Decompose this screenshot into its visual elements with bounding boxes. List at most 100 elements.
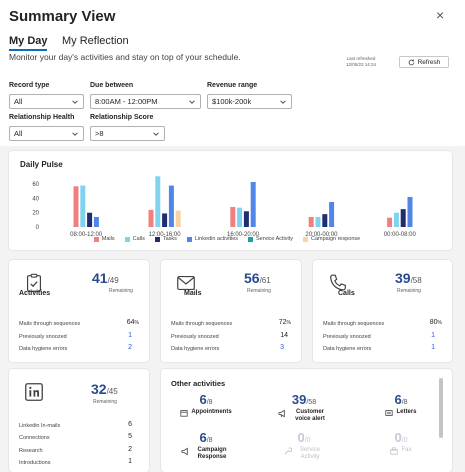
bar-linkedin-activities[interactable] (168, 185, 174, 227)
calls-row-value[interactable]: 1 (431, 332, 435, 339)
bar-calls[interactable] (237, 207, 243, 227)
linkedin-row-value: 5 (128, 433, 132, 440)
due-between-select[interactable]: 8:00AM - 12:00PM (90, 94, 201, 109)
relationship-score-value: >8 (95, 129, 104, 138)
activities-row-value[interactable]: 1 (128, 332, 132, 339)
megaphone-icon (278, 409, 285, 418)
legend-label: Linkedin activities (194, 236, 239, 242)
letters-item[interactable]: 6/8 Letters (366, 391, 436, 417)
tab-my-reflection[interactable]: My Reflection (62, 35, 129, 47)
mails-row-label: Data hygiene errors (171, 346, 220, 352)
linkedin-row-label: Introductions (19, 460, 51, 466)
calls-row-value: 80% (429, 319, 442, 326)
chart-title: Daily Pulse (20, 160, 63, 169)
mails-remaining-label: Remaining (247, 288, 271, 294)
letters-label: Letters (396, 409, 417, 415)
calls-remaining-count: 39 (395, 270, 411, 286)
linkedin-count: 32/45 (91, 381, 118, 399)
legend-label: Mails (101, 236, 115, 242)
mails-card[interactable]: Mails 56/61 Remaining Mails through sequ… (161, 260, 301, 362)
service-activity-item[interactable]: 0/0 Service Activity (264, 429, 344, 460)
appointments-label: Appointments (191, 409, 232, 415)
bar-campaign-response[interactable] (175, 210, 181, 227)
relationship-health-select[interactable]: All (9, 126, 84, 141)
calls-total: /58 (410, 276, 422, 285)
legend-item[interactable]: Campaign response (303, 236, 360, 242)
legend-swatch (124, 236, 130, 242)
bar-mails[interactable] (148, 209, 154, 227)
bar-calls[interactable] (315, 217, 321, 227)
customer-voice-alert-item[interactable]: 39/58 Customer voice alert (264, 391, 344, 422)
relationship-health-label: Relationship Health (9, 114, 75, 121)
legend-label: Service Activity (256, 236, 293, 242)
bar-linkedin-activities[interactable] (250, 182, 256, 227)
relationship-score-select[interactable]: >8 (90, 126, 165, 141)
wrench-icon (284, 447, 292, 455)
activities-row-value: 64% (126, 319, 139, 326)
legend-item[interactable]: Calls (124, 236, 145, 242)
service-activity-label: Service Activity (299, 447, 320, 460)
bar-tasks[interactable] (400, 209, 406, 227)
refresh-icon (408, 59, 414, 65)
legend-swatch (303, 236, 308, 242)
tab-my-day[interactable]: My Day (9, 35, 48, 47)
active-tab-indicator (9, 49, 47, 51)
legend-item[interactable]: Mails (93, 236, 115, 242)
bar-mails[interactable] (387, 217, 393, 227)
legend-item[interactable]: Linkedin activities (186, 236, 239, 242)
scrollbar-thumb[interactable] (439, 378, 443, 438)
bar-linkedin-activities[interactable] (329, 202, 335, 227)
linkedin-row-value: 1 (128, 458, 132, 465)
calls-label: Calls (338, 290, 355, 297)
activities-card[interactable]: Activities 41/49 Remaining Mails through… (9, 260, 149, 362)
legend-label: Tasks (162, 236, 177, 242)
chart-legend: Mails Calls Tasks Linkedin activities Servic… (9, 236, 445, 242)
panel-header: Summary View × (0, 0, 465, 32)
calls-row-label: Mails through sequences (323, 321, 385, 327)
linkedin-row-label: Research (19, 448, 43, 454)
mails-total: /61 (259, 276, 271, 285)
calls-row-value[interactable]: 1 (431, 344, 435, 351)
due-between-label: Due between (90, 82, 134, 89)
activities-row-label: Mails through sequences (19, 321, 81, 327)
letters-count: 6/8 (394, 392, 408, 407)
bar-calls[interactable] (80, 185, 86, 227)
activities-remaining-count: 41 (92, 270, 108, 286)
bar-mails[interactable] (308, 217, 314, 227)
calls-row-label: Previously snoozed (323, 334, 371, 340)
refresh-button[interactable]: Refresh (399, 56, 449, 68)
calls-card[interactable]: Calls 39/58 Remaining Mails through sequ… (313, 260, 452, 362)
fax-item[interactable]: 0/0 Fax (366, 429, 436, 455)
record-type-select[interactable]: All (9, 94, 84, 109)
activities-row-label: Data hygiene errors (19, 346, 68, 352)
revenue-range-value: $100k-200k (212, 97, 252, 106)
appointments-item[interactable]: 6/8 Appointments (171, 391, 241, 417)
activities-row-value[interactable]: 2 (128, 344, 132, 351)
linkedin-row-label: Linkedin In-mails (19, 423, 61, 429)
legend-item[interactable]: Tasks (154, 236, 177, 242)
revenue-range-label: Revenue range (207, 82, 258, 89)
bar-tasks[interactable] (322, 214, 328, 227)
close-icon[interactable]: × (436, 7, 445, 23)
mails-row-value: 14 (280, 332, 288, 339)
bar-tasks[interactable] (87, 212, 93, 227)
bar-tasks[interactable] (243, 211, 249, 227)
relationship-score-label: Relationship Score (90, 114, 154, 121)
revenue-range-select[interactable]: $100k-200k (207, 94, 292, 109)
relationship-health-value: All (14, 129, 23, 138)
mails-remaining-count: 56 (244, 270, 260, 286)
bar-linkedin-activities[interactable] (93, 217, 99, 227)
bar-linkedin-activities[interactable] (407, 197, 413, 227)
mails-row-value[interactable]: 3 (280, 344, 284, 351)
bar-calls[interactable] (155, 176, 161, 227)
bar-calls[interactable] (393, 212, 399, 227)
due-between-value: 8:00AM - 12:00PM (95, 97, 158, 106)
chevron-down-icon (153, 132, 159, 136)
legend-item[interactable]: Service Activity (248, 236, 293, 242)
other-activities-card: Other activities 6/8 Appointments 39/58 … (161, 369, 452, 472)
bar-mails[interactable] (230, 207, 236, 227)
bar-tasks[interactable] (162, 213, 168, 227)
campaign-response-item[interactable]: 6/8 Campaign Response (171, 429, 241, 460)
bar-mails[interactable] (73, 186, 79, 227)
linkedin-card[interactable]: 32/45 Remaining Linkedin In-mails 6 Conn… (9, 369, 149, 472)
